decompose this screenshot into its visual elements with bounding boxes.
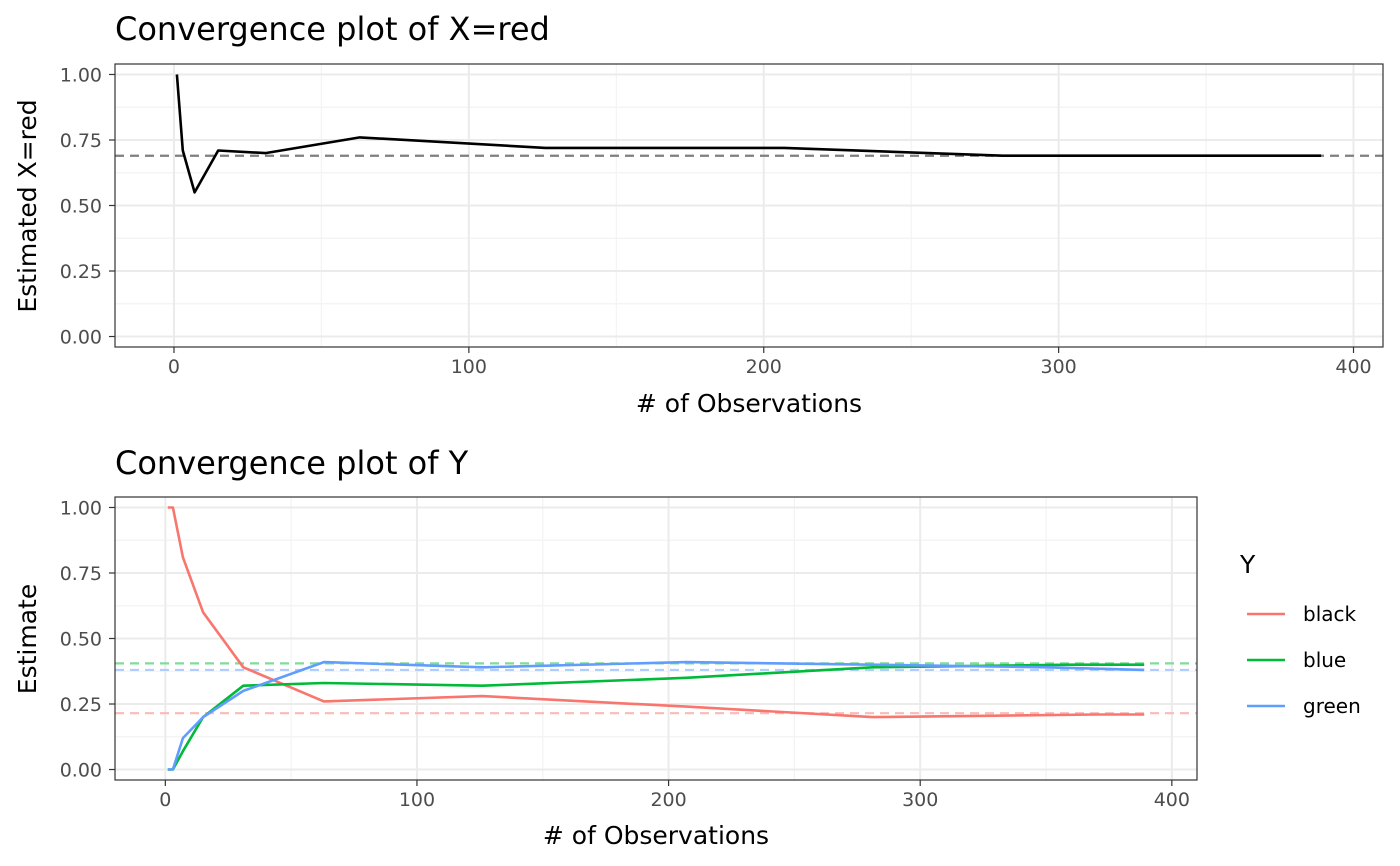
series-line-black [167, 506, 1145, 719]
y-tick-label: 0.75 [60, 563, 102, 585]
y-tick-label: 0.00 [60, 760, 102, 782]
legend: Y black blue green [1239, 550, 1361, 718]
x-tick-label: 300 [902, 789, 938, 811]
y-tick-label: 0.25 [60, 261, 102, 283]
y-tick-label: 0.50 [60, 629, 102, 651]
y-tick-label: 0.25 [60, 694, 102, 716]
x-tick-label: 300 [1040, 356, 1076, 378]
series-line [175, 74, 1322, 194]
x-tick-label: 0 [168, 356, 180, 378]
x-tick-label: 400 [1335, 356, 1371, 378]
x-tick-label: 100 [451, 356, 487, 378]
x-tick-label: 200 [650, 789, 686, 811]
chart-x-red: Convergence plot of X=red 0 100 200 300 400 0… [13, 10, 1384, 418]
y-tick-label: 0.00 [60, 327, 102, 349]
y-axis-title: Estimated X=red [13, 99, 42, 312]
legend-label-green: green [1303, 694, 1361, 718]
y-tick-label: 0.75 [60, 130, 102, 152]
x-tick-label: 100 [399, 789, 435, 811]
legend-title: Y [1239, 550, 1256, 579]
y-tick-label: 1.00 [60, 64, 102, 86]
x-axis-title: # of Observations [543, 821, 769, 850]
x-tick-label: 0 [159, 789, 171, 811]
chart-title: Convergence plot of Y [115, 444, 469, 482]
series-line-blue [167, 663, 1145, 771]
legend-label-blue: blue [1303, 648, 1346, 672]
y-tick-label: 1.00 [60, 497, 102, 519]
chart-y: Convergence plot of Y 0 100 200 300 400 0.00 0… [13, 444, 1361, 850]
series-line-green [167, 660, 1145, 771]
legend-label-black: black [1303, 602, 1357, 626]
chart-title: Convergence plot of X=red [115, 10, 550, 48]
x-axis-title: # of Observations [636, 389, 862, 418]
y-axis-title: Estimate [13, 584, 42, 694]
x-tick-label: 200 [746, 356, 782, 378]
y-tick-label: 0.50 [60, 196, 102, 218]
x-tick-label: 400 [1154, 789, 1190, 811]
